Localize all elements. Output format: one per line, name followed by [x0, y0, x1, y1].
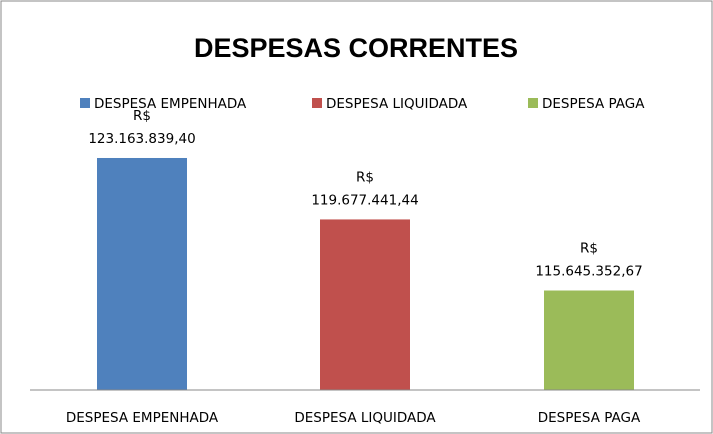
bar	[97, 157, 187, 390]
value-label: R$ 119.677.441,44	[311, 169, 418, 208]
value-label: R$ 115.645.352,67	[535, 241, 642, 280]
value-label-line: R$	[580, 241, 598, 257]
legend-swatch	[312, 98, 322, 108]
value-label-line: R$	[356, 169, 374, 185]
legend-label: DESPESA LIQUIDADA	[326, 96, 468, 112]
value-label-line: R$	[133, 108, 151, 124]
legend-swatch	[528, 98, 538, 108]
chart-title: DESPESAS CORRENTES	[194, 33, 518, 63]
value-label-line: 115.645.352,67	[535, 264, 642, 280]
value-label-line: 119.677.441,44	[311, 192, 418, 208]
x-tick-label: DESPESA LIQUIDADA	[294, 410, 436, 426]
bar	[544, 290, 634, 390]
legend-swatch	[80, 98, 90, 108]
x-tick-label: DESPESA EMPENHADA	[66, 410, 219, 426]
legend-label: DESPESA EMPENHADA	[94, 96, 247, 112]
legend-label: DESPESA PAGA	[542, 96, 645, 112]
bar	[320, 219, 410, 390]
value-label-line: 123.163.839,40	[88, 131, 195, 147]
x-tick-label: DESPESA PAGA	[538, 410, 641, 426]
value-label: R$ 123.163.839,40	[88, 108, 195, 147]
